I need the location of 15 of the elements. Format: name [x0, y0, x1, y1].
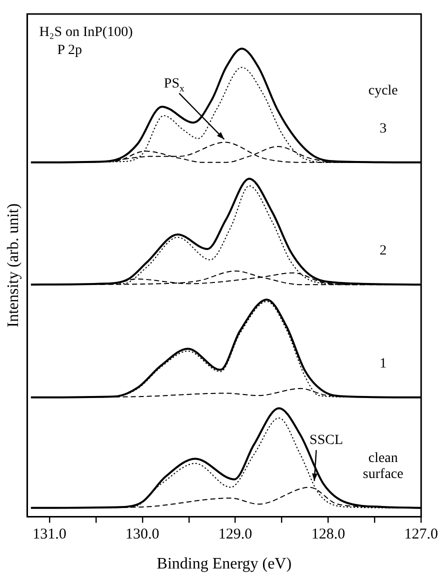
series-label: clean surface: [362, 450, 404, 482]
annotation: SSCL: [310, 433, 344, 448]
legend-title: cycle: [368, 83, 398, 98]
text: H₂S on InP(100): [39, 25, 134, 40]
series-label: 3: [380, 121, 387, 136]
series-label: 1: [380, 356, 387, 372]
series-label: 2: [380, 244, 387, 259]
x-axis-title: Binding Energy (eV): [156, 556, 292, 573]
annotation: P 2p: [57, 43, 82, 58]
x-tick-label: 131.0: [32, 526, 66, 543]
x-tick-label: 128.0: [311, 526, 346, 543]
x-tick-label: 127.0: [404, 526, 438, 543]
x-tick-label: 129.0: [218, 526, 252, 543]
y-axis-title: Intensity (arb. unit): [4, 203, 22, 328]
x-tick-label: 130.0: [126, 526, 160, 543]
